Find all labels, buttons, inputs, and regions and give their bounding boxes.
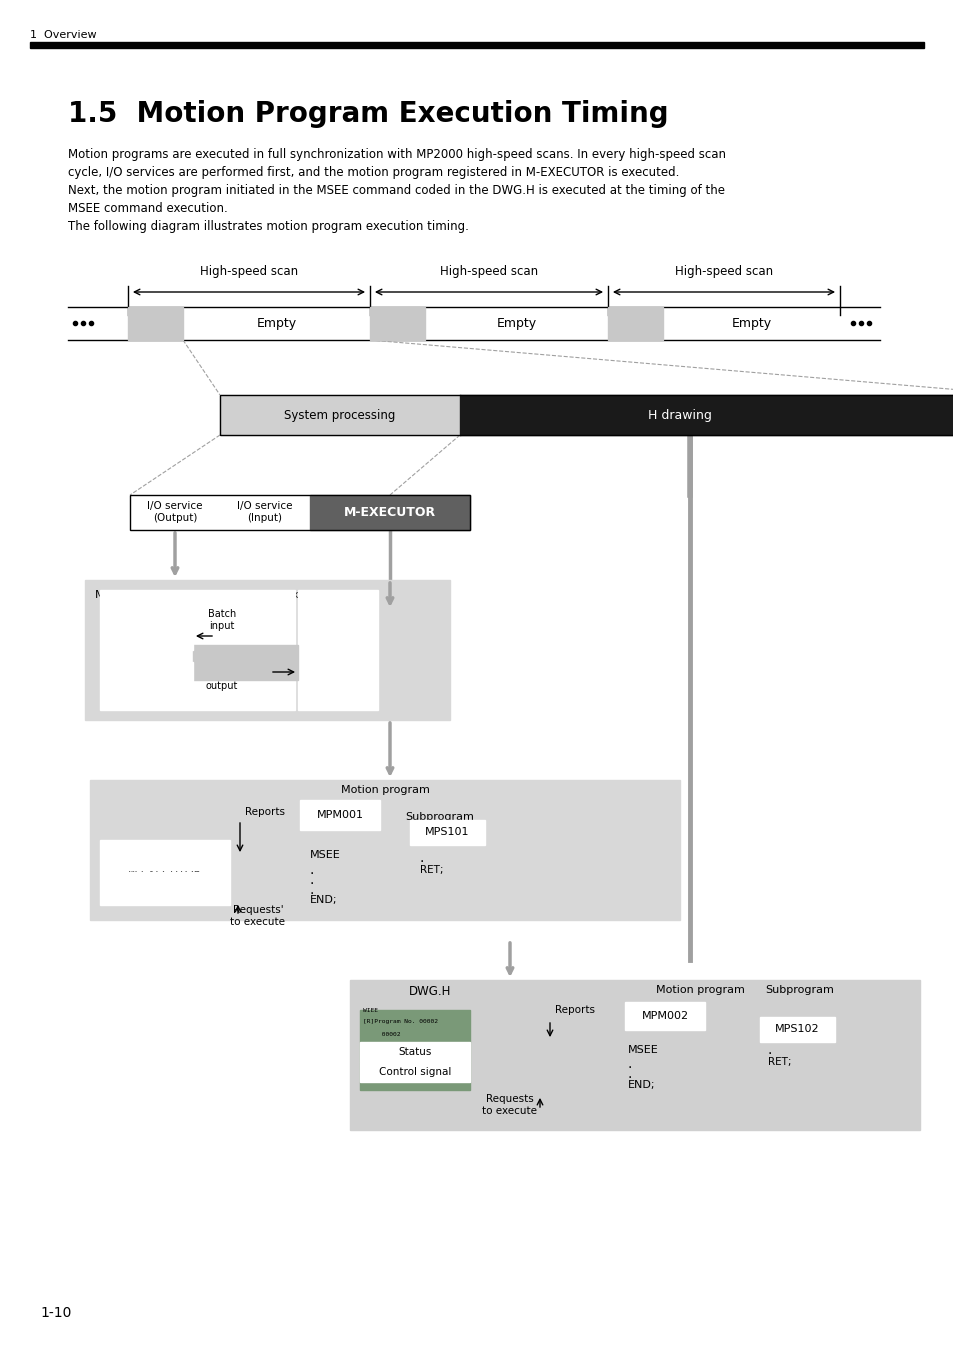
Text: Control signal: Control signal (378, 1066, 451, 1077)
Text: END;: END; (310, 895, 337, 905)
Bar (359, 1042, 470, 1062)
Bar (90, 780, 679, 919)
Text: MP2000-series CPU: MP2000-series CPU (95, 590, 202, 599)
Bar (130, 495, 220, 531)
Text: Batch
input: Batch input (208, 609, 236, 630)
Bar (760, 1017, 834, 1042)
Text: DWG.H: DWG.H (409, 986, 451, 998)
Text: .: . (310, 883, 314, 896)
Text: MPM001: MPM001 (316, 810, 363, 819)
Bar (359, 1062, 470, 1081)
Bar (607, 306, 662, 340)
Text: Empty: Empty (496, 316, 536, 329)
Text: Requests
to execute: Requests to execute (482, 1094, 537, 1115)
Text: MSEE: MSEE (310, 850, 340, 860)
Text: Reports: Reports (555, 1004, 595, 1015)
Text: 1.5  Motion Program Execution Timing: 1.5 Motion Program Execution Timing (68, 100, 668, 128)
Text: Reports: Reports (245, 807, 285, 817)
Text: Subprogram: Subprogram (764, 986, 834, 995)
Bar (110, 872, 220, 892)
Text: High-speed scan: High-speed scan (200, 265, 297, 278)
Text: External device: External device (285, 590, 372, 599)
Text: .: . (310, 873, 314, 887)
Text: MSEE: MSEE (627, 1045, 659, 1054)
Bar (108, 662, 193, 690)
Text: Empty: Empty (256, 316, 296, 329)
Text: [A]Data   MA000000: [A]Data MA000000 (363, 1044, 430, 1049)
Text: Empty: Empty (731, 316, 771, 329)
Bar (128, 306, 183, 340)
Text: .: . (627, 1066, 632, 1081)
Text: Output (O)
register: Output (O) register (124, 666, 176, 687)
Text: System processing: System processing (284, 409, 395, 421)
Text: High-speed scan: High-speed scan (439, 265, 537, 278)
Text: Batch
output: Batch output (206, 670, 238, 691)
Text: Input (I)
register: Input (I) register (131, 625, 170, 647)
Text: Motion programs are executed in full synchronization with MP2000 high-speed scan: Motion programs are executed in full syn… (68, 148, 725, 234)
Bar (30, 42, 923, 49)
Text: Requests'
to execute: Requests' to execute (231, 904, 285, 926)
Bar (297, 590, 377, 710)
Text: WIEE: WIEE (363, 1007, 377, 1012)
Text: .: . (419, 850, 424, 865)
Text: [R]Program No. 00002: [R]Program No. 00002 (363, 1019, 437, 1025)
Text: MPM002: MPM002 (640, 1011, 688, 1021)
Text: Status: Status (398, 1048, 432, 1057)
Text: H drawing: H drawing (647, 409, 711, 421)
Bar (85, 580, 450, 720)
Text: .: . (767, 1044, 772, 1057)
Bar (220, 396, 459, 435)
Bar (310, 495, 470, 531)
Bar (220, 495, 310, 531)
Bar (193, 645, 297, 680)
Text: 1-10: 1-10 (40, 1305, 71, 1320)
Text: Motion program: Motion program (655, 986, 743, 995)
Text: END;: END; (627, 1080, 655, 1089)
Bar (410, 819, 484, 845)
Text: RET;: RET; (419, 865, 443, 875)
Text: .: . (310, 863, 314, 878)
Text: RET;: RET; (767, 1057, 791, 1066)
Text: MA000000: MA000000 (363, 1056, 430, 1061)
Bar (130, 495, 470, 531)
Text: 00002: 00002 (363, 1031, 400, 1037)
Bar (100, 840, 230, 905)
Bar (624, 1002, 704, 1030)
Text: 1  Overview: 1 Overview (30, 30, 96, 40)
Bar (459, 396, 953, 435)
Text: Motion program: Motion program (340, 784, 429, 795)
Bar (110, 850, 220, 869)
Bar (359, 1010, 470, 1089)
Text: MPS101: MPS101 (424, 828, 469, 837)
Text: I/O service
(Input): I/O service (Input) (237, 501, 293, 522)
Text: I/O service
(Output): I/O service (Output) (147, 501, 203, 522)
Text: Control signal: Control signal (129, 878, 201, 887)
Text: M-EXECUTOR: M-EXECUTOR (128, 867, 202, 878)
Bar (108, 622, 193, 649)
Text: .: . (627, 1057, 632, 1071)
Text: Status: Status (148, 855, 181, 865)
Text: High-speed scan: High-speed scan (674, 265, 772, 278)
Text: Subprogram: Subprogram (405, 811, 474, 822)
Bar (299, 801, 379, 830)
Bar (100, 590, 294, 710)
Bar (350, 980, 919, 1130)
Text: M-EXECUTOR: M-EXECUTOR (344, 505, 436, 518)
Bar (370, 306, 424, 340)
Bar (220, 396, 953, 435)
Text: MPS102: MPS102 (774, 1025, 819, 1034)
